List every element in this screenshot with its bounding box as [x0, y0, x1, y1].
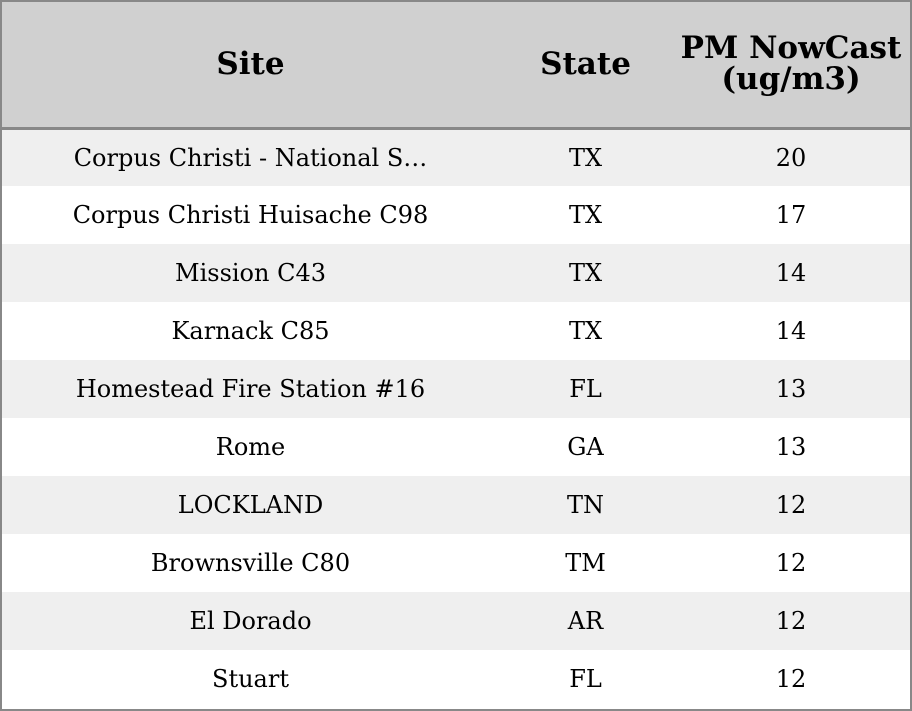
table-row: El Dorado AR 12: [2, 592, 910, 650]
header-row: Site State PM NowCast (ug/m3): [2, 2, 910, 130]
cell-pm: 12: [775, 549, 807, 577]
table-row: LOCKLAND TN 12: [2, 476, 910, 534]
cell-site: Mission C43: [175, 259, 326, 287]
cell-pm: 17: [775, 201, 807, 229]
cell-state: TM: [565, 549, 606, 577]
table-row: Corpus Christi - National S… TX 20: [2, 128, 910, 186]
cell-state: TX: [568, 317, 603, 345]
cell-site: Corpus Christi Huisache C98: [72, 201, 429, 229]
cell-pm: 13: [775, 433, 807, 461]
cell-site: Karnack C85: [171, 317, 330, 345]
table-row: Corpus Christi Huisache C98 TX 17: [2, 186, 910, 244]
cell-site: LOCKLAND: [177, 491, 324, 519]
cell-pm: 12: [775, 607, 807, 635]
cell-site: Rome: [215, 433, 286, 461]
cell-pm: 12: [775, 491, 807, 519]
cell-site: Brownsville C80: [150, 549, 351, 577]
table-row: Rome GA 13: [2, 418, 910, 476]
cell-site: Stuart: [212, 665, 289, 693]
table-row: Stuart FL 12: [2, 650, 910, 708]
column-header-pm-nowcast[interactable]: PM NowCast (ug/m3): [672, 2, 910, 130]
cell-site: Corpus Christi - National S…: [73, 143, 428, 172]
cell-state: TX: [568, 201, 603, 229]
cell-site: Homestead Fire Station #16: [75, 375, 426, 403]
column-header-site[interactable]: Site: [2, 2, 499, 130]
cell-state: FL: [569, 375, 602, 403]
cell-pm: 12: [775, 665, 807, 693]
cell-pm: 13: [775, 375, 807, 403]
cell-site: El Dorado: [189, 607, 312, 635]
cell-pm: 14: [775, 317, 807, 345]
cell-state: FL: [569, 665, 602, 693]
table-row: Homestead Fire Station #16 FL 13: [2, 360, 910, 418]
column-header-state[interactable]: State: [499, 2, 672, 130]
table-row: Brownsville C80 TM 12: [2, 534, 910, 592]
cell-pm: 14: [775, 259, 807, 287]
cell-state: TN: [566, 491, 604, 519]
cell-state: TX: [568, 143, 603, 172]
table-row: Mission C43 TX 14: [2, 244, 910, 302]
cell-pm: 20: [775, 143, 807, 172]
cell-state: GA: [567, 433, 604, 461]
cell-state: AR: [567, 607, 604, 635]
table-row: Karnack C85 TX 14: [2, 302, 910, 360]
cell-state: TX: [568, 259, 603, 287]
